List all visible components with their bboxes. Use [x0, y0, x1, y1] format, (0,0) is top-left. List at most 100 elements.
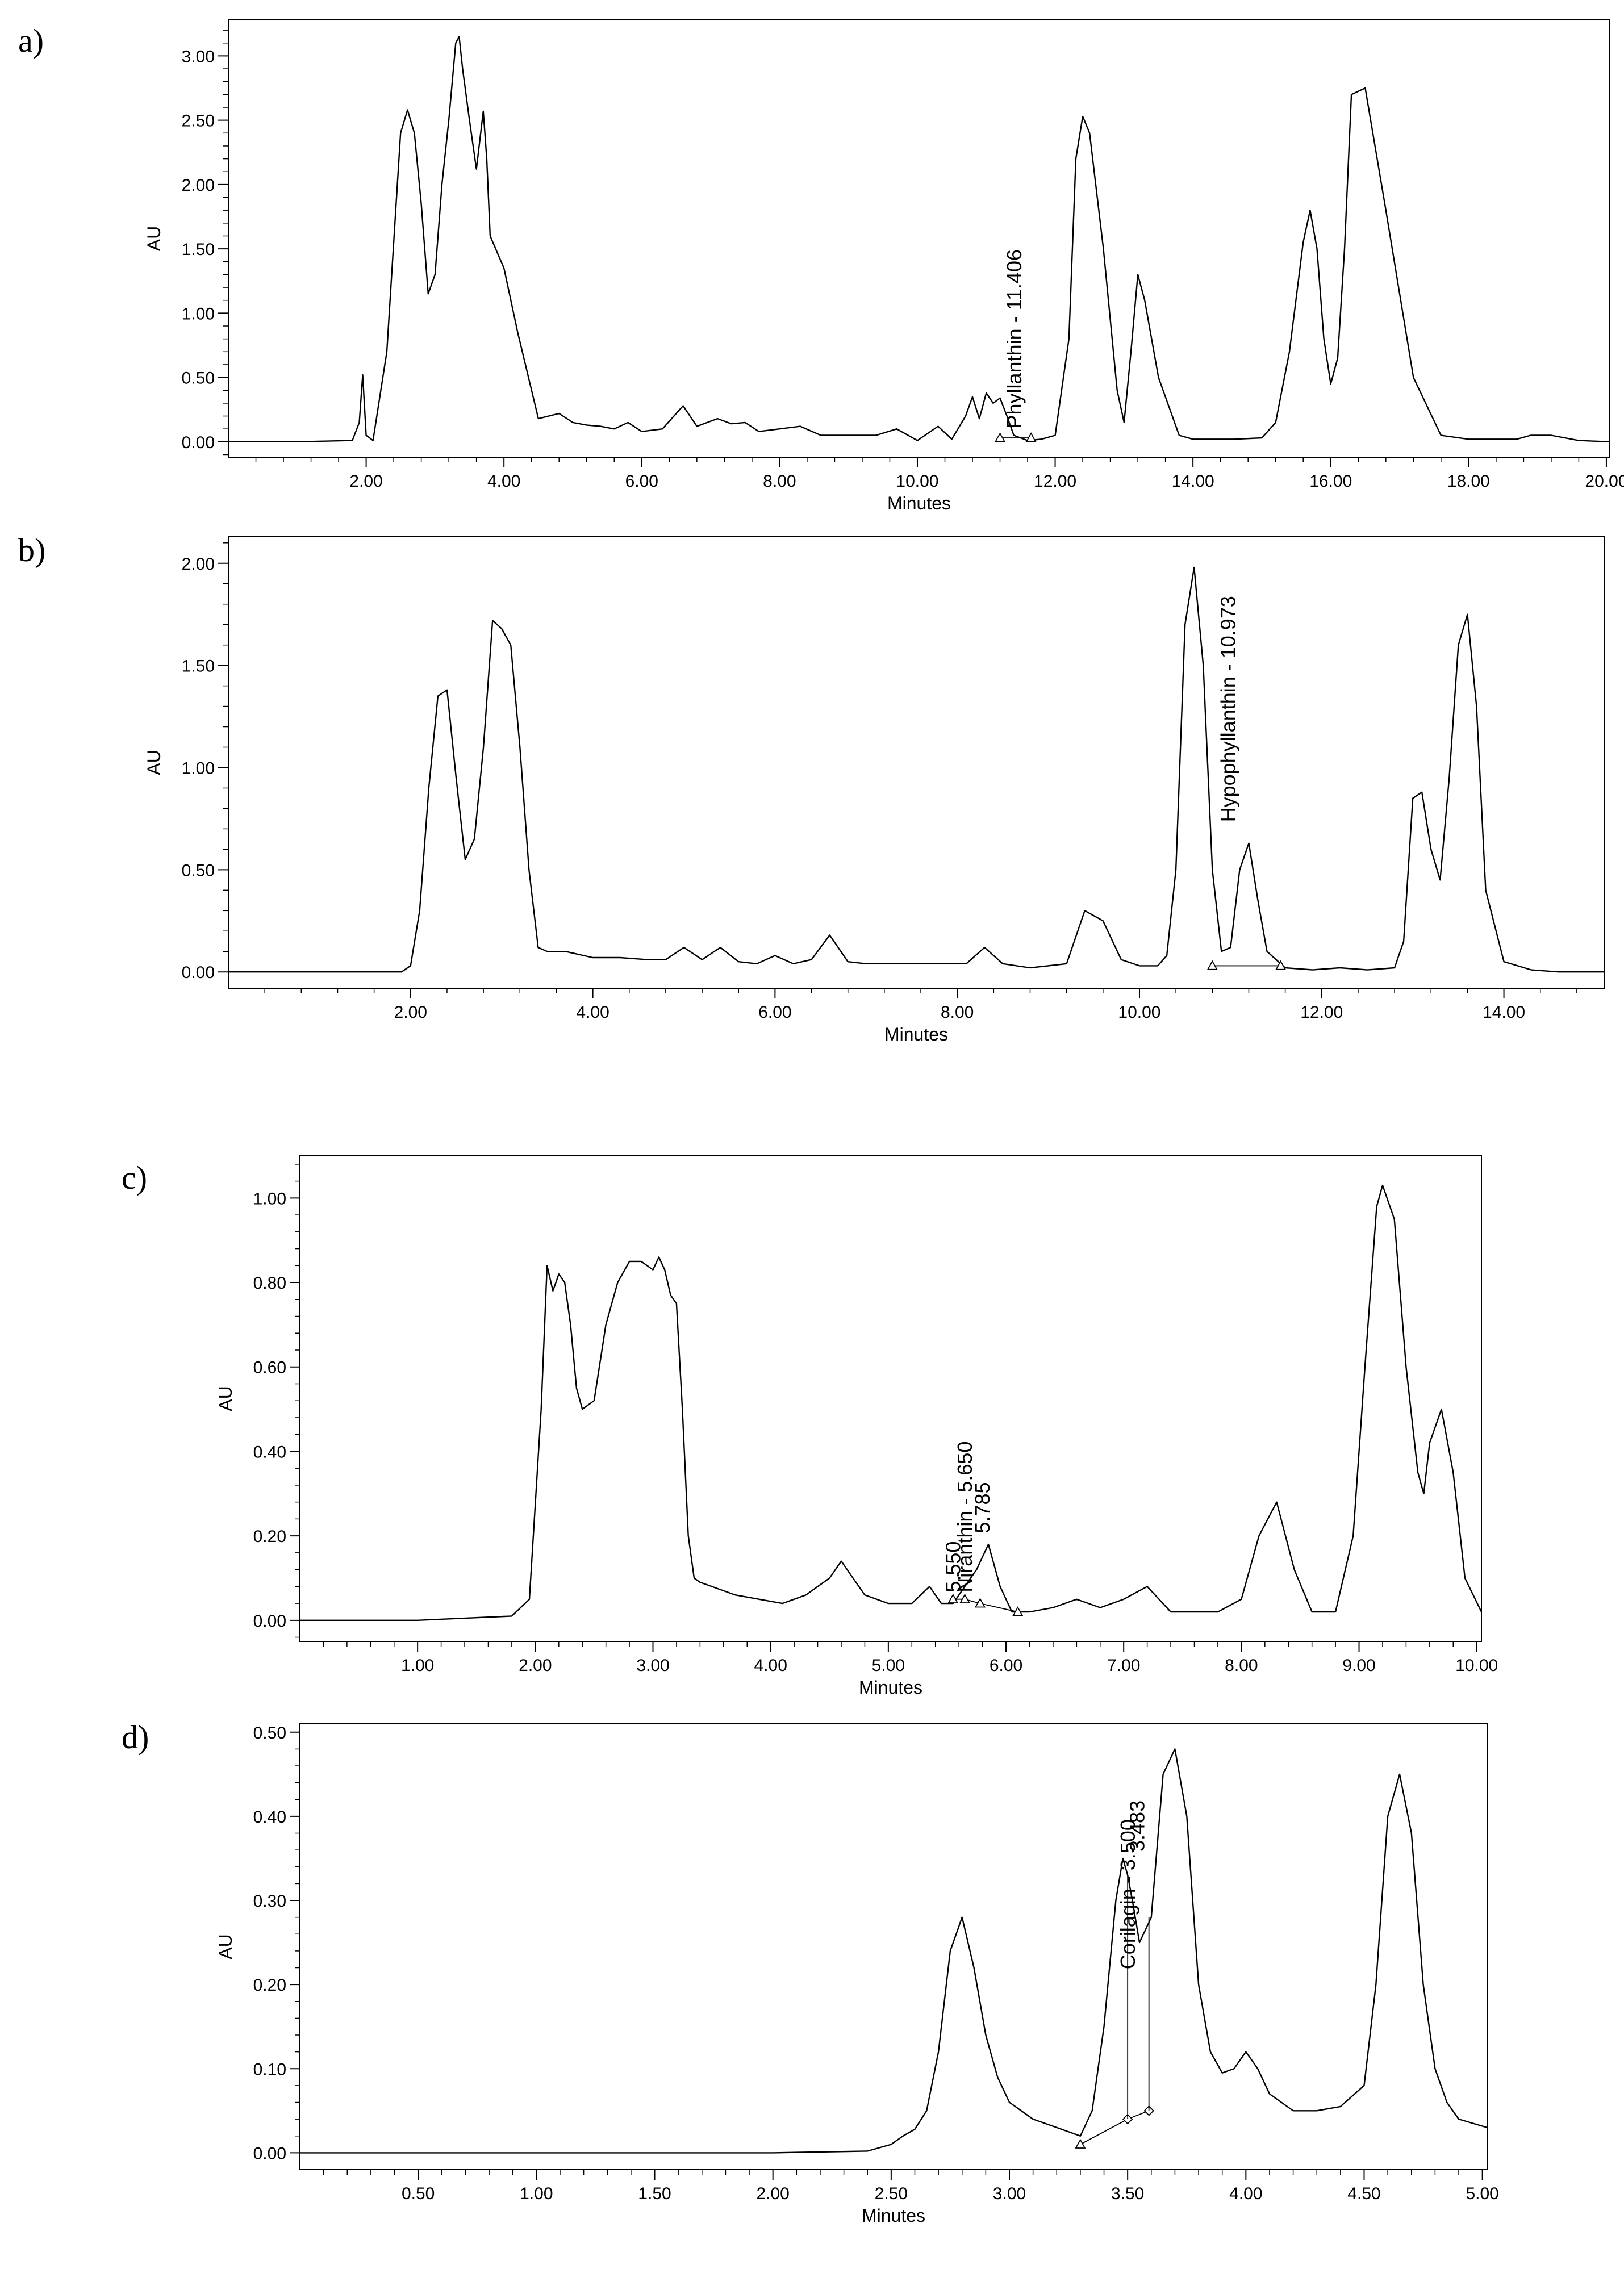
- chart-c-x-tick-label: 6.00: [990, 1656, 1022, 1675]
- chart-b-y-tick-label: 0.50: [182, 861, 215, 880]
- chart-a-y-tick-label: 0.50: [182, 369, 215, 388]
- chart-a-x-tick-label: 20.00: [1585, 472, 1624, 491]
- panel-b-letter: b): [18, 532, 46, 569]
- chart-a-x-tick-label: 6.00: [625, 472, 658, 491]
- chart-b-x-tick-label: 2.00: [394, 1003, 427, 1022]
- chart-b-plot-frame: [228, 536, 1605, 989]
- chart-d-peak-label: 3.483: [1125, 1800, 1149, 1852]
- chart-b-y-axis-title: AU: [144, 750, 164, 775]
- chart-d: 0.50 1.00 1.50 2.00 2.50 3.00 3.50 4.00 4.50 5.00…: [215, 1723, 1499, 2226]
- chart-d-x-tick-label: 4.00: [1229, 2184, 1262, 2203]
- chart-b-x-tick-label: 12.00: [1300, 1003, 1343, 1022]
- panel-d-letter: d): [122, 1719, 149, 1756]
- chart-b: 2.00 4.00 6.00 8.00 10.00 12.00 14.00 0.00 0.50 1…: [144, 536, 1605, 1044]
- chart-c-integration-marker: [947, 1593, 959, 1603]
- chart-c-trace-line: [300, 1184, 1483, 1621]
- chart-b-integration-marker: [1206, 960, 1218, 970]
- chart-a-plot-frame: [228, 19, 1610, 458]
- chart-a-x-tick-label: 16.00: [1309, 472, 1352, 491]
- chart-c-plot-frame: [299, 1155, 1482, 1642]
- chart-a-trace-line: [228, 36, 1610, 442]
- chart-a-x-tick-label: 14.00: [1172, 472, 1214, 491]
- chart-c-x-tick-label: 2.00: [519, 1656, 552, 1675]
- chart-a-y-tick-label: 1.50: [182, 240, 215, 259]
- chart-a-y-axis-title: AU: [144, 226, 164, 251]
- chart-d-baseline: [1080, 2110, 1149, 2145]
- chart-d-peak-label: Corilagin - 3.500: [1116, 1819, 1139, 1969]
- chart-d-x-tick-label: 4.50: [1347, 2184, 1380, 2203]
- chart-d-x-tick-label: 2.00: [756, 2184, 789, 2203]
- chart-b-x-tick-label: 10.00: [1118, 1003, 1160, 1022]
- chart-b-x-tick-label: 14.00: [1483, 1003, 1525, 1022]
- chart-c-y-tick-label: 0.40: [253, 1443, 286, 1461]
- chart-c-x-tick-label: 10.00: [1455, 1656, 1498, 1675]
- chart-d-y-tick-label: 0.50: [253, 1724, 286, 1743]
- chart-d-x-tick-label: 2.50: [875, 2184, 908, 2203]
- chart-c-peak-label: 5.785: [971, 1482, 994, 1534]
- chart-c-x-tick-label: 1.00: [401, 1656, 434, 1675]
- chart-c-x-tick-label: 5.00: [872, 1656, 905, 1675]
- chart-c-integration-marker: [959, 1593, 971, 1603]
- chart-d-x-tick-label: 3.50: [1111, 2184, 1144, 2203]
- chart-a-y-tick-label: 2.00: [182, 176, 215, 195]
- chart-c-y-tick-label: 0.80: [253, 1274, 286, 1293]
- chart-a-x-tick-label: 2.00: [349, 472, 382, 491]
- chart-d-plot-frame: [299, 1723, 1488, 2170]
- chart-c-baseline: [953, 1598, 1018, 1612]
- chart-d-y-tick-label: 0.40: [253, 1808, 286, 1827]
- chart-d-y-tick-label: 0.30: [253, 1892, 286, 1911]
- chart-b-y-tick-label: 0.00: [182, 963, 215, 982]
- chart-d-y-axis-title: AU: [215, 1934, 236, 1959]
- chart-a-y-tick-label: 0.00: [182, 433, 215, 452]
- chart-c-peak-label: Niranthin - 5.650: [953, 1441, 976, 1593]
- chart-b-y-tick-label: 2.00: [182, 555, 215, 574]
- chart-c-x-axis-title: Minutes: [859, 1677, 922, 1698]
- chart-b-integration-marker: [1275, 960, 1287, 970]
- chart-c-integration-marker: [974, 1598, 986, 1608]
- chart-a-x-tick-label: 18.00: [1447, 472, 1490, 491]
- chart-a-x-axis-title: Minutes: [887, 493, 951, 513]
- chart-c-y-tick-label: 0.60: [253, 1359, 286, 1377]
- chart-b-x-axis-title: Minutes: [884, 1024, 948, 1044]
- chart-a: 2.00 4.00 6.00 8.00 10.00 12.00 14.00 16.00 18.0…: [144, 19, 1624, 513]
- chart-c-x-tick-label: 8.00: [1225, 1656, 1258, 1675]
- chart-c-x-tick-label: 7.00: [1107, 1656, 1140, 1675]
- chart-b-trace-line: [228, 566, 1604, 973]
- panel-c-letter: c): [122, 1159, 148, 1196]
- chart-c-x-tick-label: 4.00: [754, 1656, 787, 1675]
- chart-a-y-tick-label: 3.00: [182, 47, 215, 66]
- chart-a-integration-marker: [994, 432, 1006, 442]
- chart-c-x-tick-label: 9.00: [1342, 1656, 1375, 1675]
- chart-b-x-tick-label: 4.00: [576, 1003, 609, 1022]
- chart-d-x-tick-label: 3.00: [993, 2184, 1026, 2203]
- panel-a-letter: a): [18, 22, 44, 59]
- chart-a-y-tick-label: 1.00: [182, 304, 215, 323]
- chart-a-x-tick-label: 12.00: [1034, 472, 1076, 491]
- chart-c-peak-label: 5.550: [941, 1541, 965, 1593]
- chart-d-integration-marker: [1075, 2138, 1086, 2149]
- chart-d-x-axis-title: Minutes: [862, 2205, 925, 2226]
- chart-d-x-tick-label: 0.50: [402, 2184, 435, 2203]
- chart-a-x-tick-label: 4.00: [487, 472, 520, 491]
- chart-a-peak-label: Phyllanthin - 11.406: [1003, 249, 1026, 429]
- chart-d-y-tick-label: 0.20: [253, 1976, 286, 1995]
- chart-c-y-tick-label: 0.00: [253, 1612, 286, 1631]
- chart-a-x-tick-label: 8.00: [763, 472, 796, 491]
- chart-d-trace-line: [300, 1748, 1488, 2154]
- chart-c-y-tick-label: 0.20: [253, 1527, 286, 1546]
- chart-a-integration-marker: [1025, 432, 1037, 442]
- chart-d-x-tick-label: 1.00: [520, 2184, 553, 2203]
- chart-d-y-tick-label: 0.10: [253, 2060, 286, 2079]
- chart-b-y-tick-label: 1.50: [182, 657, 215, 676]
- chart-c-x-tick-label: 3.00: [636, 1656, 669, 1675]
- chart-c-y-tick-label: 1.00: [253, 1189, 286, 1208]
- chart-d-x-tick-label: 5.00: [1466, 2184, 1498, 2203]
- chart-a-x-tick-label: 10.00: [896, 472, 938, 491]
- chart-d-y-tick-label: 0.00: [253, 2144, 286, 2163]
- chart-d-x-tick-label: 1.50: [638, 2184, 671, 2203]
- chart-b-x-tick-label: 6.00: [758, 1003, 791, 1022]
- chart-c: 1.00 2.00 3.00 4.00 5.00 6.00 7.00 8.00 9.00 10.0…: [215, 1155, 1498, 1698]
- chart-b-x-tick-label: 8.00: [941, 1003, 974, 1022]
- chart-c-y-axis-title: AU: [215, 1386, 236, 1411]
